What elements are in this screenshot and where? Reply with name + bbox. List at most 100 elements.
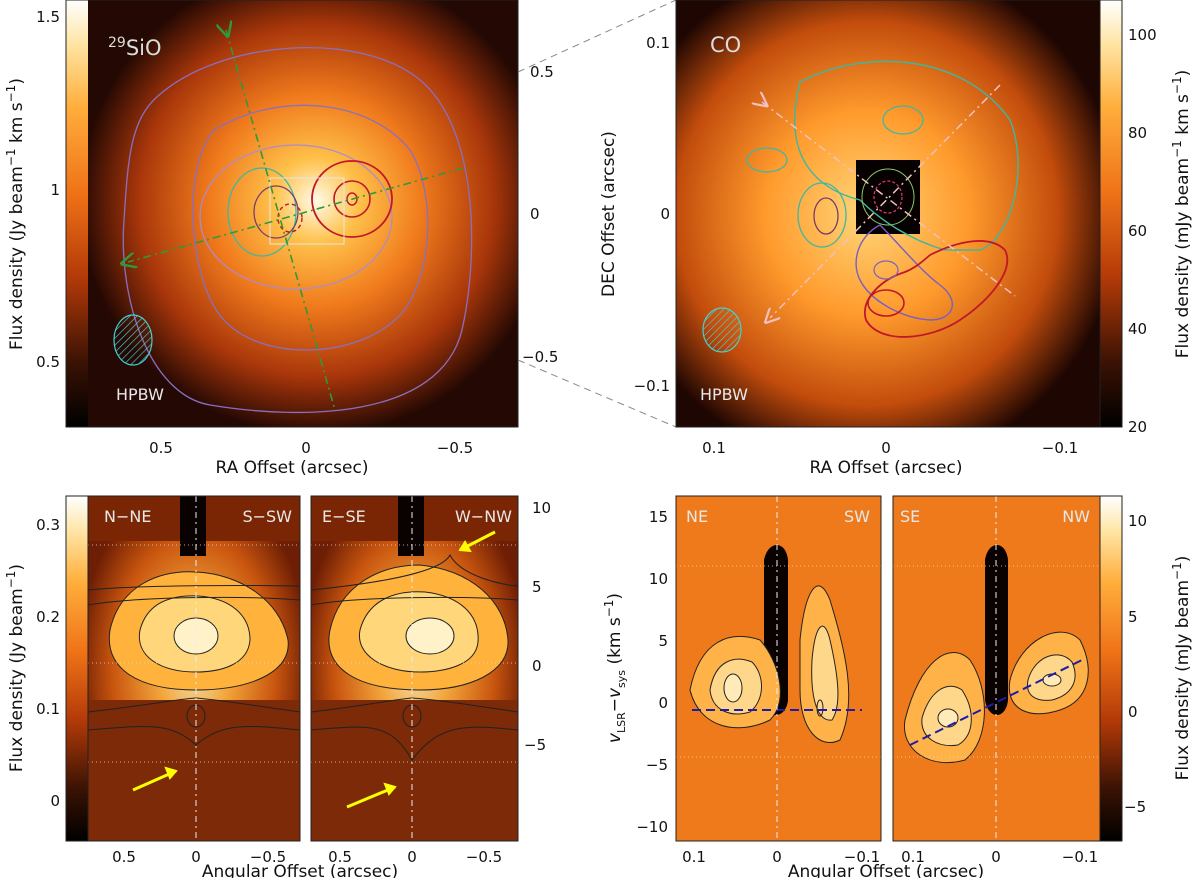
- sio-contour-teal: [227, 167, 297, 257]
- pv-sio-p2-xtick-3: −0.5: [466, 848, 502, 866]
- co-cbar-tick-60: 60: [1128, 222, 1147, 240]
- pv-sio-panel-2: E−SE W−NW: [310, 495, 519, 842]
- pv-sio-p2-xtick-1: 0.5: [328, 848, 352, 866]
- pv-co-ytick-m10: −10: [636, 818, 668, 836]
- sio-right-tick-3: −0.5: [522, 348, 558, 366]
- pv-co-p1-xtick-1: 0.1: [682, 848, 706, 866]
- pv-co-ytick-15: 15: [649, 508, 668, 526]
- co-contour-red-dashed: [873, 180, 903, 214]
- pv-sio-right-tick-0: 0: [532, 657, 542, 675]
- pv-sio-right-tick-5: 5: [532, 578, 542, 596]
- sio-contour-red-peak: [346, 192, 358, 206]
- sio-xtick-1: 0.5: [149, 439, 173, 457]
- pv-co-ytick-0: 0: [658, 694, 668, 712]
- pv-co-cbar-tick-0: 0: [1128, 703, 1138, 721]
- pv-co-p1-xtick-3: −0.1: [844, 848, 880, 866]
- sio-contour-red-inner: [333, 180, 371, 218]
- pv-co-ytick-10: 10: [649, 570, 668, 588]
- co-contour-green-star: [861, 168, 915, 226]
- co-cbar-tick-20: 20: [1128, 418, 1147, 436]
- pv-sio-p1-right-label: S−SW: [242, 507, 292, 526]
- pv-sio-p1-xtick-2: 0: [191, 848, 201, 866]
- sio-contour-red-dashed: [277, 203, 303, 233]
- sio-contour-outer: [122, 47, 473, 414]
- sio-xtick-2: 0: [301, 439, 311, 457]
- sio-right-tick-1: 0.5: [530, 63, 554, 81]
- pv-sio-p2-left-label: E−SE: [322, 507, 366, 526]
- co-xtick-2: 0: [881, 439, 891, 457]
- sio-cbar-tick-2: 1: [50, 181, 60, 199]
- pv-co-ylabel: vLSR−vsys (km s−1): [602, 593, 628, 743]
- co-contour-teal-peak: [882, 105, 924, 135]
- panel-sio-map: HPBW 29SiO 1.5 1 0.5 0.5 0 −0.5 0.5 0 −0…: [4, 0, 558, 478]
- pv-co-cbar-label: Flux density (mJy beam−1): [1170, 556, 1193, 781]
- sio-colorbar: [66, 0, 88, 427]
- sio-right-tick-2: 0: [530, 205, 540, 223]
- sio-contour-red-outer: [311, 160, 393, 238]
- zoom-connector-bottom: [517, 359, 677, 428]
- sio-map-title: 29SiO: [108, 35, 162, 60]
- sio-axis-ns: [226, 30, 336, 411]
- pv-sio-right-tick-10: 10: [532, 499, 551, 517]
- panel-co-map: HPBW CO 0.1 0 −0.1 DEC Offset (arcsec) 0…: [599, 0, 1193, 478]
- co-contour-purple-small: [873, 260, 899, 280]
- sio-zoom-box: [269, 177, 345, 245]
- co-xtick-1: 0.1: [702, 439, 726, 457]
- pv-sio-p2-right-label: W−NW: [455, 507, 512, 526]
- pv-sio-cbar-tick-01: 0.1: [36, 700, 60, 718]
- co-axis-ne-sw: [770, 84, 1001, 318]
- pv-co-ytick-5: 5: [658, 632, 668, 650]
- pv-co-panel-2: SE NW: [892, 495, 1101, 842]
- co-ytick-3: −0.1: [634, 377, 670, 395]
- pv-co-p1-right-label: SW: [844, 507, 870, 526]
- co-ylabel: DEC Offset (arcsec): [599, 131, 619, 297]
- pv-sio-xlabel: Angular Offset (arcsec): [202, 862, 398, 878]
- panel-pv-sio: N−NE S−SW E−SE W−NW: [4, 495, 551, 878]
- zoom-connector-top: [517, 0, 677, 73]
- pv-co-xlabel: Angular Offset (arcsec): [788, 862, 984, 878]
- co-contour-purple-west: [813, 197, 839, 235]
- sio-contour-blue: [253, 185, 299, 239]
- sio-contour-mid: [192, 104, 429, 351]
- pv-co-cbar-tick-m5: −5: [1124, 798, 1146, 816]
- co-cbar-tick-40: 40: [1128, 320, 1147, 338]
- pv-co-p2-xtick-2: 0: [991, 848, 1001, 866]
- sio-cbar-tick-1: 1.5: [36, 8, 60, 26]
- sio-xtick-3: −0.5: [437, 439, 473, 457]
- pv-sio-colorbar: [66, 496, 88, 841]
- co-xtick-3: −0.1: [1042, 439, 1078, 457]
- panel-pv-co: NE SW SE NW 15 10 5 0 −5: [602, 495, 1193, 878]
- sio-contour-inner: [199, 144, 393, 290]
- pv-co-p1-left-label: NE: [686, 507, 708, 526]
- sio-axis-ew: [128, 167, 464, 262]
- co-xlabel: RA Offset (arcsec): [810, 458, 963, 478]
- pv-sio-panel-1: N−NE S−SW: [87, 495, 301, 842]
- pv-co-p2-right-label: NW: [1062, 507, 1090, 526]
- pv-co-p2-xtick-1: 0.1: [901, 848, 925, 866]
- co-ytick-2: 0: [660, 205, 670, 223]
- pv-co-cbar-tick-10: 10: [1128, 512, 1147, 530]
- pv-co-p2-xtick-3: −0.1: [1062, 848, 1098, 866]
- co-ytick-1: 0.1: [646, 34, 670, 52]
- sio-xlabel: RA Offset (arcsec): [216, 458, 369, 478]
- pv-sio-right-tick-m5: −5: [524, 736, 546, 754]
- co-contour-red-south: [864, 240, 1008, 338]
- sio-beam-ellipse: [113, 314, 153, 366]
- co-colorbar: [1100, 0, 1122, 427]
- pv-sio-cbar-tick-02: 0.2: [36, 608, 60, 626]
- co-contour-teal-west: [797, 182, 847, 248]
- co-map-title: CO: [710, 33, 741, 57]
- co-contour-red-peak: [867, 289, 905, 317]
- pv-co-p2-left-label: SE: [900, 507, 920, 526]
- co-axis-nw-se: [762, 102, 1016, 297]
- pv-sio-cbar-tick-0: 0: [50, 792, 60, 810]
- pv-co-panel-1: NE SW: [675, 495, 882, 842]
- pv-sio-p1-xtick-1: 0.5: [112, 848, 136, 866]
- co-beam-ellipse: [702, 307, 742, 353]
- pv-sio-p1-xtick-3: −0.5: [250, 848, 286, 866]
- pv-sio-p1-left-label: N−NE: [104, 507, 151, 526]
- sio-ylabel: Flux density (Jy beam−1 km s−1): [4, 78, 27, 350]
- pv-co-p1-xtick-2: 0: [772, 848, 782, 866]
- pv-co-colorbar: [1100, 496, 1122, 841]
